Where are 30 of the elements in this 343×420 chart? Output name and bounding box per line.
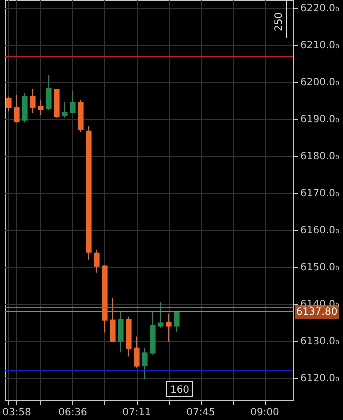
y-tick-label: 6120.0₀ <box>300 373 340 384</box>
y-tick-label: 6220.0₀ <box>300 4 340 15</box>
y-tick-label: 6200.0₀ <box>300 78 340 89</box>
candlestick <box>142 347 148 380</box>
y-tick-label: 6160.0₀ <box>300 225 340 236</box>
candlestick <box>38 100 44 116</box>
candlestick <box>118 312 124 354</box>
candlestick <box>94 249 100 274</box>
x-tick-label: 06:36 <box>58 408 88 418</box>
candlestick <box>6 96 12 112</box>
candlestick <box>134 336 140 368</box>
x-tick-label: 07:11 <box>122 408 152 418</box>
candlestick <box>62 102 68 118</box>
annotation: 250 <box>274 12 285 32</box>
candlestick <box>158 302 164 328</box>
x-tick-label: 09:00 <box>250 408 280 418</box>
y-tick-label: 6170.0₀ <box>300 188 340 200</box>
candlestick <box>70 90 76 114</box>
y-tick-label: 6180.0₀ <box>300 152 340 163</box>
candlestick <box>46 74 52 111</box>
x-tick-label: 03:58 <box>2 408 32 418</box>
x-tick-label: 07:45 <box>186 408 216 418</box>
y-tick-label: 6190.0₀ <box>300 114 340 126</box>
y-tick-label: 6130.0₀ <box>300 336 340 348</box>
candlestick <box>174 312 180 332</box>
y-tick-label: 6150.0₀ <box>300 262 340 274</box>
y-tick-label: 6210.0₀ <box>300 40 340 52</box>
annotation: 160 <box>170 385 190 396</box>
candlestick <box>30 88 36 114</box>
candlestick <box>14 94 20 124</box>
